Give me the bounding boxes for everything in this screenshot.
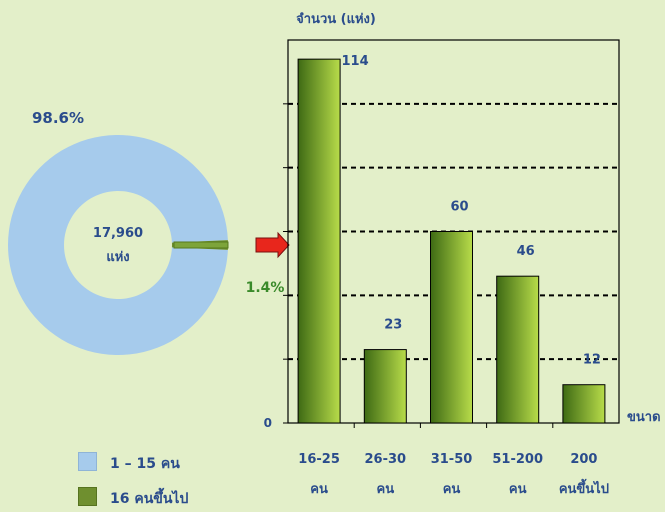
x-tick-label-unit: คน <box>443 482 461 497</box>
x-tick-label-unit: คน <box>377 482 395 497</box>
donut-center-unit: แห่ง <box>106 250 129 265</box>
bar-value-label: 23 <box>384 318 402 333</box>
x-tick-label: 200 <box>570 452 597 467</box>
bar-value-label: 12 <box>583 353 601 368</box>
bar-31-50 <box>430 231 473 424</box>
bar-value-label: 60 <box>450 200 468 215</box>
legend-swatch-small-establishments <box>78 452 97 471</box>
bar-16-25 <box>297 58 341 424</box>
x-tick-label-unit: คน <box>310 482 328 497</box>
legend-swatch-large-establishments <box>78 487 97 506</box>
slice-percent-label-small: 1.4% <box>246 280 285 296</box>
legend-label-large-establishments: 16 คนขึ้นไป <box>110 491 189 507</box>
donut-slice-16-plus-highlight <box>173 241 229 249</box>
donut-chart <box>7 134 229 355</box>
x-tick-label-unit: คนขึ้นไป <box>559 478 609 497</box>
donut-slice-1-15 <box>7 134 228 355</box>
donut-center-count: 17,960 <box>93 226 143 241</box>
arrow-pointer-icon <box>255 231 290 259</box>
x-tick-label: 31-50 <box>431 452 473 467</box>
bar-value-label: 114 <box>342 54 369 69</box>
x-axis-title: ขนาด <box>627 410 661 425</box>
slice-percent-label-large: 98.6% <box>32 109 84 127</box>
bar-51-200 <box>496 275 540 424</box>
donut-hole <box>65 192 171 298</box>
x-tick-label: 16-25 <box>298 452 340 467</box>
bar-value-label: 46 <box>517 244 535 259</box>
y-axis-title: จำนวน (แห่ง) <box>296 11 376 27</box>
bar-chart: 0 114 16-25 คน 23 26-30 คน 60 31-50 คน 46 51-200 คน 1… <box>264 39 620 497</box>
legend-label-small-establishments: 1 – 15 คน <box>110 456 180 472</box>
bar-26-30 <box>363 349 407 424</box>
bar-200 <box>562 384 606 424</box>
y-tick-label: 0 <box>264 416 272 430</box>
x-tick-label-unit: คน <box>509 482 527 497</box>
x-tick-label: 51-200 <box>492 452 543 467</box>
x-tick-label: 26-30 <box>365 452 407 467</box>
